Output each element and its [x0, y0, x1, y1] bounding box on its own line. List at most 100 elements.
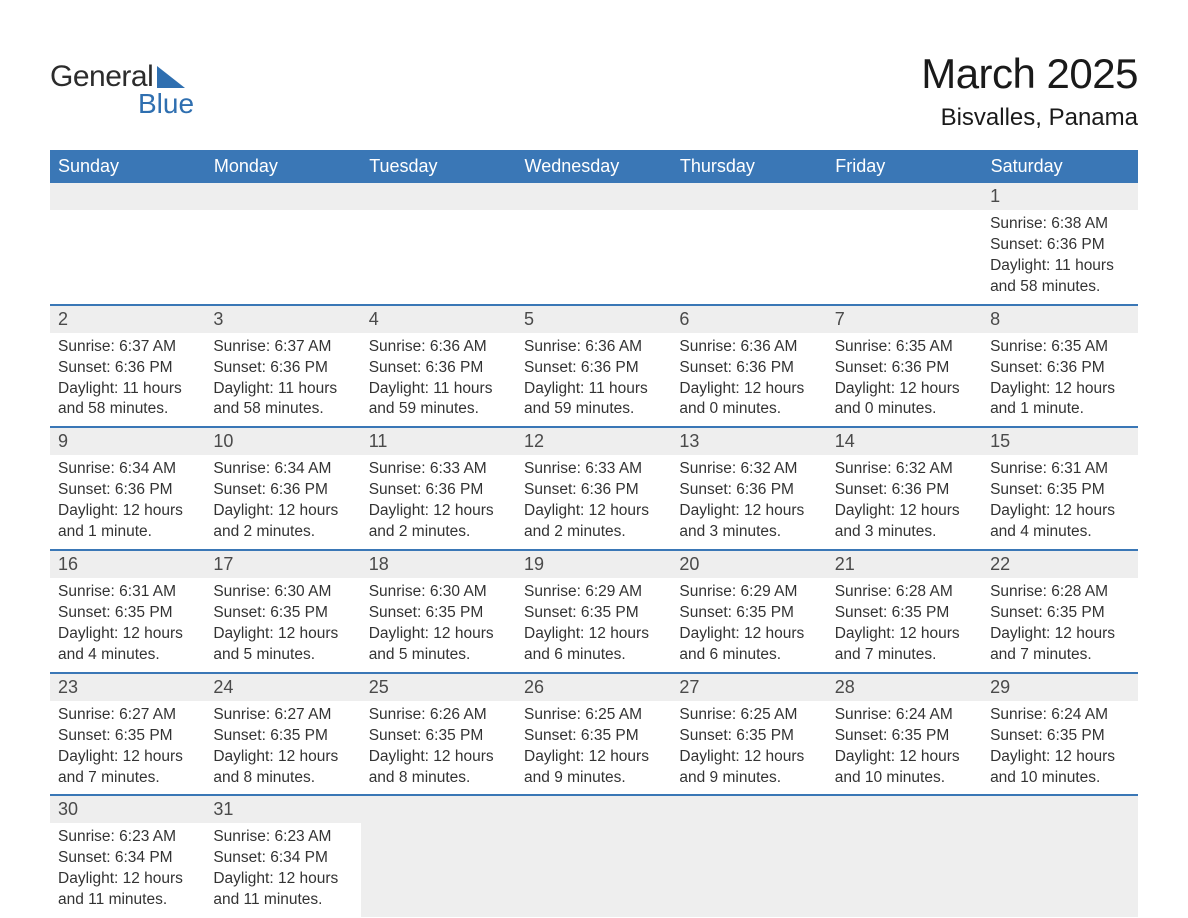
- day-data-cell: Sunrise: 6:30 AMSunset: 6:35 PMDaylight:…: [361, 578, 516, 673]
- sunset-text: Sunset: 6:36 PM: [835, 358, 974, 379]
- daylight-text: Daylight: 12 hours and 3 minutes.: [835, 501, 974, 543]
- day-number-cell: 13: [671, 427, 826, 455]
- day-number-cell: 3: [205, 305, 360, 333]
- daynum-row: 3031: [50, 795, 1138, 823]
- data-row: Sunrise: 6:37 AMSunset: 6:36 PMDaylight:…: [50, 333, 1138, 428]
- day-data-cell: [361, 210, 516, 305]
- sunset-text: Sunset: 6:35 PM: [58, 603, 197, 624]
- day-data-cell: Sunrise: 6:27 AMSunset: 6:35 PMDaylight:…: [205, 701, 360, 796]
- day-number-cell: 8: [982, 305, 1137, 333]
- day-number-cell: 16: [50, 550, 205, 578]
- sunset-text: Sunset: 6:36 PM: [524, 480, 663, 501]
- daynum-row: 1: [50, 183, 1138, 210]
- daylight-text: Daylight: 12 hours and 1 minute.: [990, 379, 1129, 421]
- day-data-cell: Sunrise: 6:32 AMSunset: 6:36 PMDaylight:…: [671, 455, 826, 550]
- logo-triangle-icon: [157, 66, 185, 88]
- day-data-cell: Sunrise: 6:25 AMSunset: 6:35 PMDaylight:…: [671, 701, 826, 796]
- sunset-text: Sunset: 6:35 PM: [369, 603, 508, 624]
- daynum-row: 9101112131415: [50, 427, 1138, 455]
- daylight-text: Daylight: 12 hours and 7 minutes.: [835, 624, 974, 666]
- daylight-text: Daylight: 12 hours and 0 minutes.: [679, 379, 818, 421]
- data-row: Sunrise: 6:31 AMSunset: 6:35 PMDaylight:…: [50, 578, 1138, 673]
- day-data-cell: [671, 823, 826, 917]
- sunset-text: Sunset: 6:36 PM: [679, 358, 818, 379]
- weekday-header: Saturday: [982, 150, 1137, 183]
- day-number-cell: [671, 183, 826, 210]
- sunrise-text: Sunrise: 6:32 AM: [835, 459, 974, 480]
- day-number-cell: [50, 183, 205, 210]
- daylight-text: Daylight: 11 hours and 58 minutes.: [58, 379, 197, 421]
- sunrise-text: Sunrise: 6:35 AM: [835, 337, 974, 358]
- day-number-cell: 28: [827, 673, 982, 701]
- daylight-text: Daylight: 12 hours and 7 minutes.: [990, 624, 1129, 666]
- page-title: March 2025: [921, 50, 1138, 98]
- day-data-cell: Sunrise: 6:32 AMSunset: 6:36 PMDaylight:…: [827, 455, 982, 550]
- day-number-cell: 25: [361, 673, 516, 701]
- sunset-text: Sunset: 6:36 PM: [58, 480, 197, 501]
- daynum-row: 2345678: [50, 305, 1138, 333]
- day-number-cell: [827, 183, 982, 210]
- day-number-cell: 6: [671, 305, 826, 333]
- daylight-text: Daylight: 12 hours and 8 minutes.: [213, 747, 352, 789]
- sunset-text: Sunset: 6:36 PM: [213, 358, 352, 379]
- sunrise-text: Sunrise: 6:36 AM: [524, 337, 663, 358]
- day-data-cell: Sunrise: 6:26 AMSunset: 6:35 PMDaylight:…: [361, 701, 516, 796]
- day-number-cell: 14: [827, 427, 982, 455]
- sunset-text: Sunset: 6:35 PM: [213, 726, 352, 747]
- logo-word2: Blue: [138, 88, 194, 120]
- day-number-cell: 9: [50, 427, 205, 455]
- sunrise-text: Sunrise: 6:31 AM: [990, 459, 1129, 480]
- sunrise-text: Sunrise: 6:31 AM: [58, 582, 197, 603]
- daylight-text: Daylight: 11 hours and 58 minutes.: [213, 379, 352, 421]
- sunset-text: Sunset: 6:36 PM: [369, 480, 508, 501]
- day-data-cell: Sunrise: 6:29 AMSunset: 6:35 PMDaylight:…: [516, 578, 671, 673]
- sunrise-text: Sunrise: 6:38 AM: [990, 214, 1129, 235]
- weekday-header: Thursday: [671, 150, 826, 183]
- daylight-text: Daylight: 12 hours and 3 minutes.: [679, 501, 818, 543]
- daynum-row: 16171819202122: [50, 550, 1138, 578]
- sunrise-text: Sunrise: 6:30 AM: [369, 582, 508, 603]
- day-data-cell: [671, 210, 826, 305]
- daylight-text: Daylight: 12 hours and 4 minutes.: [990, 501, 1129, 543]
- sunrise-text: Sunrise: 6:29 AM: [679, 582, 818, 603]
- sunset-text: Sunset: 6:35 PM: [679, 603, 818, 624]
- sunset-text: Sunset: 6:36 PM: [369, 358, 508, 379]
- sunset-text: Sunset: 6:36 PM: [58, 358, 197, 379]
- day-number-cell: [516, 795, 671, 823]
- daylight-text: Daylight: 12 hours and 0 minutes.: [835, 379, 974, 421]
- sunset-text: Sunset: 6:35 PM: [369, 726, 508, 747]
- day-number-cell: 10: [205, 427, 360, 455]
- sunrise-text: Sunrise: 6:37 AM: [213, 337, 352, 358]
- day-number-cell: 11: [361, 427, 516, 455]
- data-row: Sunrise: 6:34 AMSunset: 6:36 PMDaylight:…: [50, 455, 1138, 550]
- sunset-text: Sunset: 6:35 PM: [213, 603, 352, 624]
- daylight-text: Daylight: 12 hours and 8 minutes.: [369, 747, 508, 789]
- sunrise-text: Sunrise: 6:33 AM: [524, 459, 663, 480]
- daylight-text: Daylight: 11 hours and 59 minutes.: [369, 379, 508, 421]
- day-number-cell: 31: [205, 795, 360, 823]
- day-data-cell: Sunrise: 6:23 AMSunset: 6:34 PMDaylight:…: [205, 823, 360, 917]
- sunrise-text: Sunrise: 6:26 AM: [369, 705, 508, 726]
- daylight-text: Daylight: 12 hours and 9 minutes.: [679, 747, 818, 789]
- sunrise-text: Sunrise: 6:29 AM: [524, 582, 663, 603]
- weekday-header: Wednesday: [516, 150, 671, 183]
- sunset-text: Sunset: 6:35 PM: [990, 480, 1129, 501]
- day-data-cell: [827, 823, 982, 917]
- sunrise-text: Sunrise: 6:37 AM: [58, 337, 197, 358]
- day-number-cell: [361, 795, 516, 823]
- title-block: March 2025 Bisvalles, Panama: [921, 50, 1138, 132]
- weekday-header: Friday: [827, 150, 982, 183]
- day-data-cell: [50, 210, 205, 305]
- day-number-cell: 27: [671, 673, 826, 701]
- day-data-cell: Sunrise: 6:23 AMSunset: 6:34 PMDaylight:…: [50, 823, 205, 917]
- day-number-cell: [827, 795, 982, 823]
- day-data-cell: [361, 823, 516, 917]
- sunrise-text: Sunrise: 6:36 AM: [679, 337, 818, 358]
- daylight-text: Daylight: 12 hours and 10 minutes.: [990, 747, 1129, 789]
- sunrise-text: Sunrise: 6:32 AM: [679, 459, 818, 480]
- sunrise-text: Sunrise: 6:35 AM: [990, 337, 1129, 358]
- day-data-cell: Sunrise: 6:34 AMSunset: 6:36 PMDaylight:…: [50, 455, 205, 550]
- day-data-cell: Sunrise: 6:31 AMSunset: 6:35 PMDaylight:…: [50, 578, 205, 673]
- day-number-cell: 24: [205, 673, 360, 701]
- sunset-text: Sunset: 6:36 PM: [213, 480, 352, 501]
